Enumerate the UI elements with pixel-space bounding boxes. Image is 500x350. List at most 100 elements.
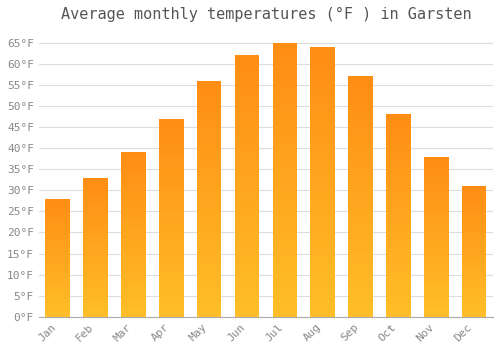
Bar bbox=[424, 275, 448, 278]
Bar bbox=[272, 306, 297, 311]
Bar bbox=[84, 189, 108, 191]
Bar bbox=[197, 303, 222, 307]
Bar bbox=[84, 278, 108, 281]
Bar bbox=[234, 312, 260, 317]
Bar bbox=[462, 197, 486, 199]
Bar bbox=[272, 92, 297, 98]
Bar bbox=[234, 71, 260, 76]
Bar bbox=[348, 177, 373, 182]
Bar bbox=[121, 254, 146, 258]
Bar bbox=[121, 152, 146, 156]
Bar bbox=[462, 212, 486, 215]
Bar bbox=[84, 250, 108, 253]
Bar bbox=[310, 52, 335, 58]
Bar bbox=[46, 253, 70, 255]
Bar bbox=[197, 237, 222, 241]
Bar bbox=[348, 115, 373, 120]
Bar bbox=[310, 268, 335, 274]
Bar bbox=[234, 296, 260, 301]
Bar bbox=[84, 300, 108, 303]
Bar bbox=[310, 198, 335, 203]
Bar bbox=[272, 169, 297, 174]
Bar bbox=[84, 219, 108, 222]
Bar bbox=[121, 277, 146, 281]
Bar bbox=[386, 183, 410, 187]
Bar bbox=[386, 280, 410, 285]
Bar bbox=[424, 211, 448, 214]
Bar bbox=[386, 147, 410, 151]
Bar bbox=[121, 162, 146, 166]
Bar bbox=[424, 256, 448, 259]
Bar bbox=[462, 225, 486, 228]
Bar bbox=[159, 174, 184, 178]
Bar bbox=[159, 122, 184, 127]
Bar bbox=[348, 302, 373, 307]
Bar bbox=[159, 162, 184, 166]
Bar bbox=[121, 166, 146, 169]
Bar bbox=[272, 251, 297, 257]
Bar bbox=[46, 218, 70, 220]
Bar bbox=[159, 182, 184, 186]
Bar bbox=[348, 153, 373, 158]
Bar bbox=[197, 133, 222, 137]
Bar bbox=[462, 223, 486, 225]
Bar bbox=[386, 211, 410, 216]
Bar bbox=[386, 244, 410, 248]
Bar bbox=[121, 304, 146, 307]
Bar bbox=[272, 43, 297, 48]
Bar bbox=[424, 202, 448, 205]
Bar bbox=[197, 270, 222, 274]
Bar bbox=[462, 259, 486, 262]
Bar bbox=[197, 161, 222, 166]
Bar bbox=[424, 173, 448, 176]
Bar bbox=[159, 265, 184, 269]
Bar bbox=[348, 220, 373, 225]
Bar bbox=[159, 194, 184, 198]
Bar bbox=[46, 237, 70, 239]
Bar bbox=[424, 179, 448, 182]
Bar bbox=[272, 267, 297, 273]
Bar bbox=[84, 191, 108, 194]
Bar bbox=[348, 81, 373, 86]
Bar bbox=[46, 227, 70, 230]
Bar bbox=[386, 293, 410, 296]
Bar bbox=[234, 217, 260, 223]
Bar bbox=[159, 158, 184, 162]
Bar bbox=[462, 244, 486, 246]
Bar bbox=[46, 211, 70, 213]
Bar bbox=[234, 212, 260, 217]
Bar bbox=[272, 273, 297, 279]
Bar bbox=[197, 203, 222, 208]
Bar bbox=[272, 279, 297, 284]
Bar bbox=[197, 137, 222, 142]
Bar bbox=[159, 170, 184, 174]
Bar bbox=[424, 314, 448, 317]
Bar bbox=[121, 271, 146, 274]
Bar bbox=[348, 250, 373, 254]
Bar bbox=[272, 70, 297, 76]
Bar bbox=[159, 210, 184, 214]
Bar bbox=[159, 261, 184, 265]
Bar bbox=[84, 208, 108, 211]
Bar bbox=[272, 180, 297, 185]
Bar bbox=[84, 225, 108, 228]
Bar bbox=[197, 99, 222, 104]
Bar bbox=[46, 206, 70, 208]
Bar bbox=[197, 152, 222, 156]
Bar bbox=[197, 170, 222, 175]
Bar bbox=[310, 230, 335, 236]
Bar bbox=[348, 158, 373, 163]
Bar bbox=[462, 241, 486, 244]
Bar bbox=[46, 298, 70, 300]
Bar bbox=[197, 246, 222, 251]
Bar bbox=[462, 189, 486, 191]
Bar bbox=[121, 244, 146, 248]
Bar bbox=[84, 297, 108, 300]
Bar bbox=[46, 225, 70, 227]
Bar bbox=[386, 220, 410, 224]
Bar bbox=[424, 240, 448, 243]
Bar bbox=[310, 301, 335, 306]
Bar bbox=[424, 227, 448, 230]
Bar bbox=[310, 117, 335, 122]
Bar bbox=[462, 249, 486, 251]
